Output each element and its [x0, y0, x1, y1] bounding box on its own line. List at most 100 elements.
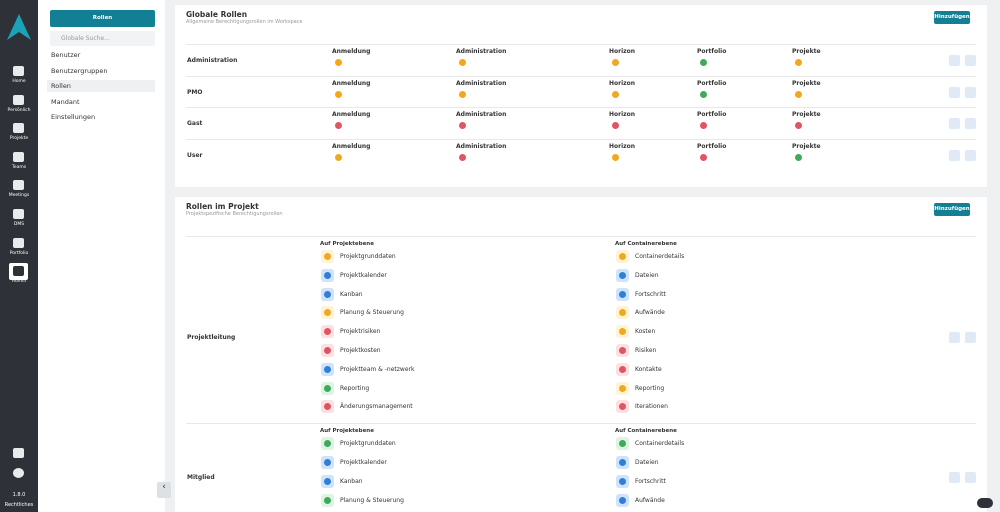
role-name: PMO — [187, 88, 203, 96]
perm-icon-glyph — [324, 271, 331, 279]
perm-icon-glyph — [700, 153, 707, 161]
perm-icon-glyph — [795, 59, 802, 66]
row-separator — [186, 44, 976, 45]
nav-icon[interactable] — [13, 180, 24, 191]
delete-button[interactable] — [965, 86, 976, 98]
perm-icon-glyph — [700, 122, 707, 130]
permission-item: Projektteam & -netzwerk — [340, 365, 415, 373]
edit-button[interactable] — [949, 118, 960, 130]
nav-icon[interactable] — [13, 66, 24, 76]
project-roles-card — [175, 197, 987, 512]
nav-label[interactable]: Portfolio — [9, 250, 29, 256]
subnav-active — [47, 80, 155, 92]
permission-item: Containerdetails — [635, 440, 685, 448]
delete-button[interactable] — [965, 331, 976, 343]
permission-item: Aufwände — [635, 496, 665, 504]
permission-item: Fortschritt — [635, 477, 666, 485]
nav-icon[interactable] — [13, 151, 24, 162]
card-subtitle: Projektspezifische Berechtigungsrollen — [186, 211, 283, 217]
permission-label: Portfolio — [697, 79, 727, 87]
perm-icon-glyph — [612, 59, 619, 66]
nav-icon[interactable] — [13, 266, 24, 277]
notifications[interactable] — [13, 448, 24, 458]
perm-icon-glyph — [324, 365, 331, 373]
delete-button[interactable] — [965, 118, 976, 130]
permission-item: Planung & Steuerung — [340, 309, 404, 317]
nav-label[interactable]: Teams — [11, 164, 27, 170]
subnav-item[interactable]: Mandant — [51, 97, 80, 106]
permission-item: Iterationen — [635, 403, 668, 411]
nav-label[interactable]: Persönlich — [7, 107, 31, 113]
subnav-item[interactable]: Rollen — [51, 82, 71, 90]
user-settings[interactable] — [13, 468, 24, 478]
permission-label: Administration — [456, 48, 507, 55]
nav-label[interactable]: Home — [12, 79, 26, 84]
permission-item: Kanban — [340, 290, 363, 298]
permission-item: Projektkalender — [340, 459, 387, 466]
permission-item: Dateien — [635, 271, 659, 279]
permission-label: Anmeldung — [332, 79, 371, 87]
roles-dropdown[interactable]: Rollen — [50, 10, 155, 27]
permission-label: Portfolio — [697, 142, 727, 150]
nav-icon[interactable] — [13, 237, 24, 248]
perm-icon-glyph — [795, 90, 802, 98]
perm-icon-glyph — [612, 90, 619, 98]
perm-icon-glyph — [619, 365, 626, 373]
permission-label: Administration — [456, 111, 507, 119]
nav-label[interactable]: Admin — [11, 279, 27, 285]
add-button[interactable]: Hinzufügen — [934, 11, 970, 24]
perm-icon-glyph — [619, 290, 626, 298]
nav-icon[interactable] — [13, 123, 24, 134]
edit-button[interactable] — [949, 86, 960, 98]
perm-icon-glyph — [459, 59, 466, 66]
perm-icon-glyph — [324, 328, 331, 336]
add-button[interactable]: Hinzufügen — [934, 203, 970, 216]
delete-button[interactable] — [965, 149, 976, 161]
card-title: Rollen im Projekt — [186, 202, 259, 211]
edit-button[interactable] — [949, 471, 960, 483]
perm-icon-glyph — [619, 384, 626, 392]
subnav-item[interactable]: Einstellungen — [51, 113, 96, 121]
row-separator — [186, 107, 976, 109]
chat-button[interactable] — [977, 498, 993, 508]
nav-label[interactable]: Projekte — [9, 136, 29, 142]
subnav-item[interactable]: Benutzer — [51, 51, 81, 59]
perm-icon-glyph — [619, 459, 626, 466]
edit-button[interactable] — [949, 149, 960, 161]
delete-button[interactable] — [965, 471, 976, 483]
nav-label[interactable]: DMS — [13, 222, 25, 227]
role-name: Administration — [187, 57, 238, 64]
nav-label[interactable]: Meetings — [8, 193, 30, 199]
permission-item: Kontakte — [635, 365, 662, 373]
role-name: Projektleitung — [187, 333, 236, 341]
legal-link[interactable]: Rechtliches — [4, 502, 34, 508]
perm-icon-glyph — [612, 153, 619, 161]
perm-icon-glyph — [324, 253, 331, 260]
permission-item: Projektkosten — [340, 347, 381, 354]
role-name: Mitglied — [187, 473, 215, 481]
collapse-button[interactable]: ‹ — [157, 482, 171, 498]
delete-button[interactable] — [965, 55, 976, 66]
edit-button[interactable] — [949, 55, 960, 66]
perm-icon-glyph — [324, 440, 331, 448]
edit-button[interactable] — [949, 331, 960, 343]
permission-item: Reporting — [635, 384, 665, 392]
permission-item: Dateien — [635, 459, 659, 466]
subnav-item[interactable]: Benutzergruppen — [51, 66, 108, 75]
perm-icon-glyph — [619, 403, 626, 411]
search[interactable]: Globale Suche... — [50, 31, 155, 46]
nav-icon[interactable] — [13, 209, 24, 219]
card-subtitle: Allgemeine Berechtigungsrollen im Worksp… — [186, 19, 303, 25]
row-separator — [186, 75, 976, 77]
permission-item: Aufwände — [635, 309, 665, 317]
group-title: Auf Projektebene — [320, 241, 374, 247]
perm-icon-glyph — [619, 309, 626, 317]
row-separator — [186, 236, 976, 237]
permission-label: Horizon — [609, 111, 636, 119]
perm-icon-glyph — [324, 290, 331, 298]
permission-label: Portfolio — [697, 111, 727, 119]
perm-icon-glyph — [324, 477, 331, 485]
perm-icon-glyph — [324, 403, 331, 411]
nav-icon[interactable] — [13, 94, 24, 105]
